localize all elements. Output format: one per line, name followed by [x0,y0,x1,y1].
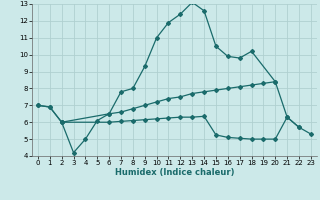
X-axis label: Humidex (Indice chaleur): Humidex (Indice chaleur) [115,168,234,177]
